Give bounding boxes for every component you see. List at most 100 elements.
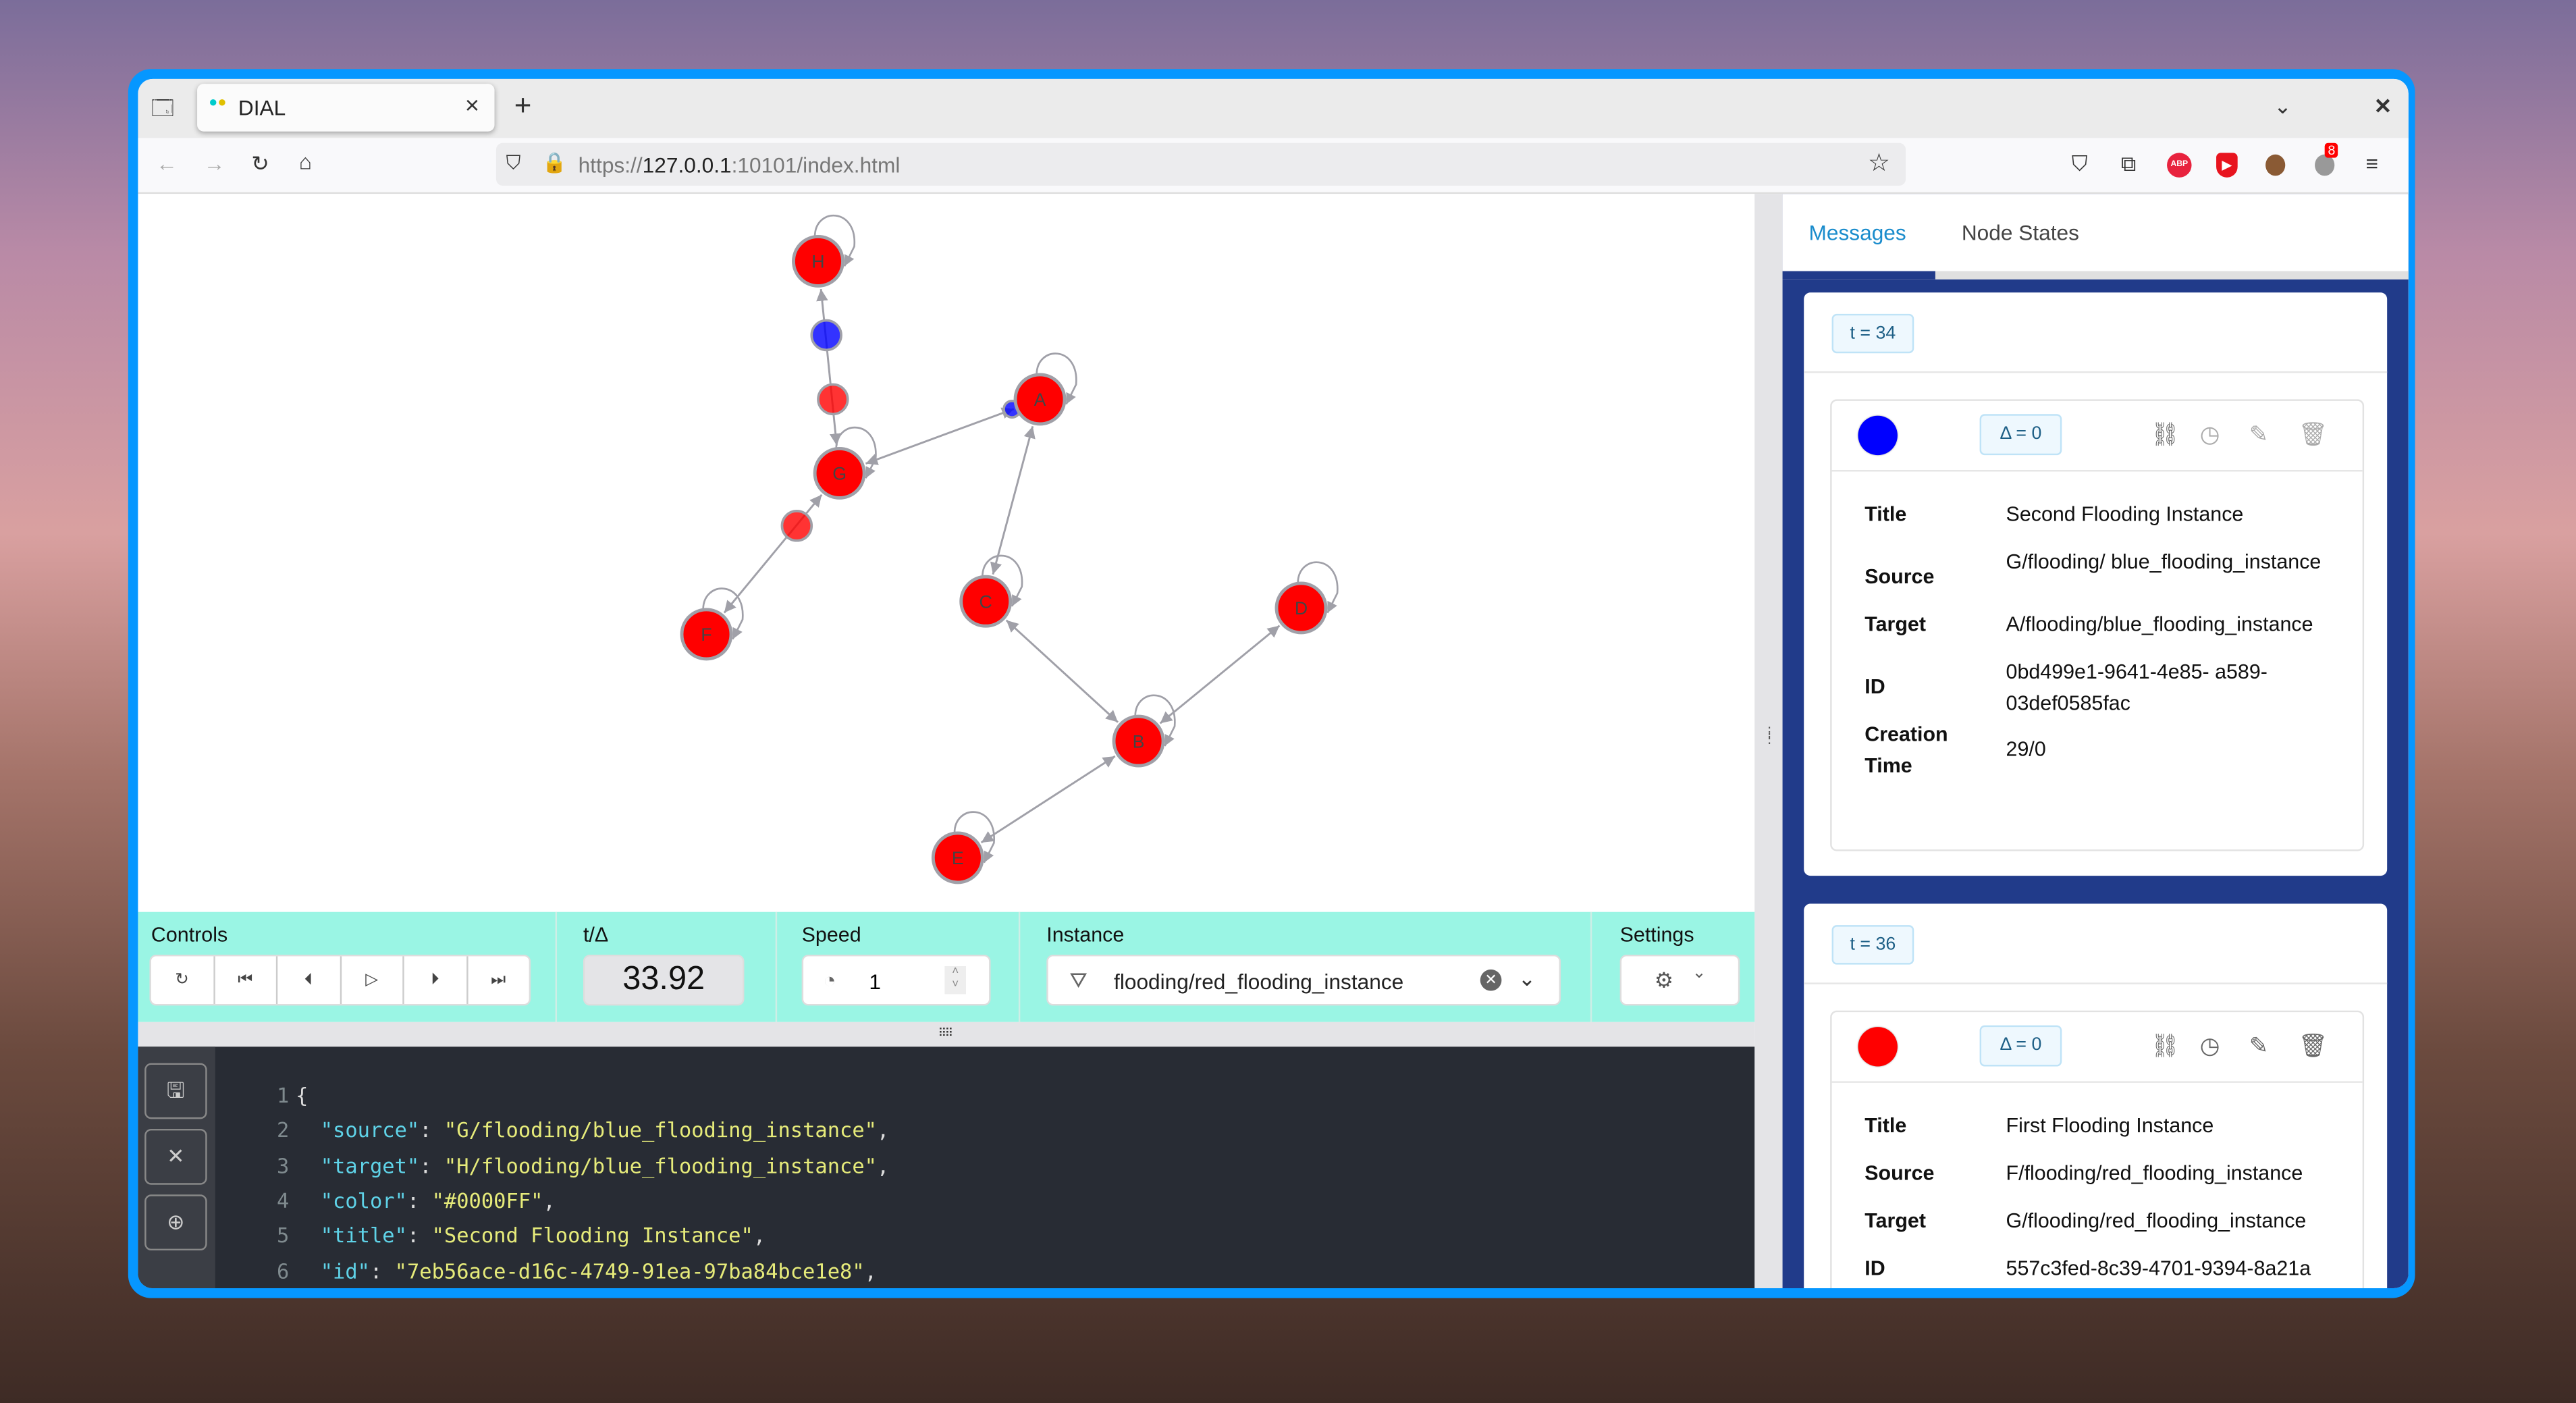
graph-node-D[interactable] (1274, 581, 1328, 635)
controls-section: Controls ↻ ⏮ ⏴ ▷ ⏵ ⏭ (138, 911, 558, 1022)
message-card[interactable]: Δ = 0 ⛓ ◷ ✎ 🗑 Title First Flooding Instance Sou… (1830, 1010, 2365, 1289)
code-line[interactable]: 3 "target": "H/flooding/blue_flooding_in… (266, 1153, 889, 1177)
menu-icon[interactable]: ≡ (2365, 151, 2379, 176)
forward-icon[interactable]: → (203, 151, 225, 176)
speed-input[interactable]: ◔ 1 ˄ ˅ (801, 954, 991, 1006)
field-value: G/flooding/ blue_flooding_instance (2006, 550, 2322, 574)
add-button[interactable]: ⊕ (144, 1194, 207, 1251)
line-number: 5 (277, 1223, 290, 1248)
binoculars-icon[interactable]: ⛓ (2150, 1032, 2180, 1059)
tab-messages[interactable]: Messages (1808, 220, 1906, 245)
network-graph[interactable]: H G A C F D B E (138, 194, 1755, 912)
field-value: Second Flooding Instance (2006, 502, 2244, 526)
extension-badge-icon[interactable] (2315, 154, 2335, 176)
cookie-icon[interactable] (2265, 154, 2286, 176)
field-value: G/flooding/red_flooding_instance (2006, 1209, 2307, 1233)
adblock-icon[interactable]: ABP (2167, 153, 2192, 178)
message-group-card: t = 34 Δ = 0 ⛓ ◷ ✎ 🗑 Title Second Flooding Inst… (1804, 292, 2388, 876)
field-value: First Flooding Instance (2006, 1114, 2214, 1138)
divider (1831, 1081, 2363, 1083)
code-line[interactable]: 6 "id": "7eb56ace-d16c-4749-91ea-97ba84b… (266, 1258, 877, 1283)
playback-button-group: ↻ ⏮ ⏴ ▷ ⏵ ⏭ (149, 954, 531, 1006)
reload-icon[interactable]: ↻ (251, 151, 269, 176)
edge-G-F (723, 494, 823, 614)
new-tab-button[interactable]: + (514, 88, 532, 122)
tab-close-icon[interactable]: × (464, 92, 480, 120)
line-number: 4 (277, 1188, 290, 1213)
node-label: H (811, 252, 824, 272)
tab-strip: 🗔 ●● DIAL × + ⌄ ✕ (138, 78, 2409, 138)
home-icon[interactable]: ⌂ (298, 149, 313, 174)
instance-label: Instance (1046, 923, 1125, 947)
drag-handle-icon[interactable]: ⠿⠿ (938, 1028, 954, 1040)
extensions-icon[interactable]: ⧉ (2120, 151, 2137, 176)
pencil-icon[interactable]: ✎ (2249, 1032, 2269, 1059)
controls-label: Controls (151, 923, 228, 947)
graph-node-F[interactable] (680, 608, 733, 661)
trash-icon[interactable]: 🗑 (2298, 1032, 2328, 1059)
pocket-icon[interactable]: ⛉ (2071, 151, 2088, 176)
vertical-splitter[interactable]: ⋮ ⋮ (1754, 194, 1783, 1289)
graph-canvas[interactable]: H G A C F D B E (138, 194, 1754, 912)
play-button[interactable]: ▷ (339, 956, 403, 1004)
graph-node-B[interactable] (1112, 714, 1165, 768)
code-line[interactable]: 5 "title": "Second Flooding Instance", (266, 1223, 766, 1248)
clock-icon[interactable]: ◷ (2199, 1032, 2220, 1059)
field-value: 557c3fed-8c39-4701-9394-8a21a (2006, 1256, 2311, 1280)
edge-B-E (980, 755, 1116, 844)
graph-node-C[interactable] (959, 575, 1013, 628)
browser-window: 🗔 ●● DIAL × + ⌄ ✕ ← → ↻ ⌂ ⛉ 🔒 https://12… (128, 69, 2415, 1298)
edge-B-D (1159, 625, 1281, 724)
url-text[interactable]: https://127.0.0.1:10101/index.html (579, 153, 901, 178)
horizontal-splitter[interactable]: ⠿⠿ (138, 1022, 1755, 1047)
field-value: F/flooding/red_flooding_instance (2006, 1161, 2303, 1185)
lock-icon[interactable]: 🔒 (542, 151, 567, 174)
json-editor[interactable]: 🖫 ✕ ⊕ 1{ 2 "source": "G/flooding/blue_flo… (138, 1047, 1755, 1289)
code-line[interactable]: 1{ (266, 1083, 308, 1108)
extension-count-badge: 8 (2324, 142, 2339, 158)
browser-tab[interactable]: ●● DIAL × (197, 84, 495, 132)
shield-icon[interactable]: ⛉ (506, 151, 521, 174)
graph-node-E[interactable] (931, 831, 984, 884)
tab-list-icon[interactable]: 🗔 (151, 95, 175, 120)
line-number: 1 (277, 1082, 290, 1108)
field-label: Title (1864, 502, 1907, 526)
clock-icon[interactable]: ◷ (2199, 421, 2220, 447)
settings-button[interactable]: ⚙ ⌄ (1619, 954, 1740, 1006)
drag-handle-icon[interactable]: ⋮ ⋮ (1763, 724, 1776, 746)
shield-play-icon[interactable]: ▶ (2216, 153, 2238, 178)
step-forward-button[interactable]: ⏵ (402, 956, 466, 1004)
save-button[interactable]: 🖫 (144, 1063, 207, 1119)
instance-select[interactable]: ⛛ flooding/red_flooding_instance ✕ ⌄ (1046, 954, 1561, 1006)
tab-node-states[interactable]: Node States (1961, 220, 2079, 245)
node-label: G (832, 464, 847, 484)
graph-node-H[interactable] (792, 235, 844, 288)
clear-icon[interactable]: ✕ (1480, 969, 1502, 991)
jump-end-button[interactable]: ⏭ (465, 956, 529, 1004)
field-label: ID (1864, 1256, 1885, 1280)
reset-button[interactable]: ↻ (151, 956, 213, 1004)
step-back-button[interactable]: ⏴ (275, 956, 340, 1004)
list-all-tabs-chevron-icon[interactable]: ⌄ (2274, 93, 2292, 119)
bookmark-star-icon[interactable]: ☆ (1868, 149, 1890, 178)
binoculars-icon[interactable]: ⛓ (2150, 421, 2180, 447)
close-window-icon[interactable]: ✕ (2373, 93, 2392, 119)
speed-stepper[interactable]: ˄ ˅ (944, 966, 967, 995)
edge-G-H (816, 288, 842, 446)
code-line[interactable]: 4 "color": "#0000FF", (266, 1188, 556, 1213)
chevron-down-icon[interactable]: ⌄ (1518, 966, 1536, 991)
url-scheme: https:// (578, 153, 643, 178)
trash-icon[interactable]: 🗑 (2298, 421, 2328, 447)
back-icon[interactable]: ← (156, 151, 178, 176)
message-card[interactable]: Δ = 0 ⛓ ◷ ✎ 🗑 Title Second Flooding Instance So… (1830, 399, 2365, 851)
url-bar[interactable]: ⛉ 🔒 https://127.0.0.1:10101/index.html ☆ (495, 142, 1906, 186)
graph-node-G[interactable] (813, 446, 866, 500)
close-icon: ✕ (167, 1143, 185, 1169)
discard-button[interactable]: ✕ (144, 1128, 207, 1185)
graph-node-A[interactable] (1013, 373, 1067, 426)
jump-start-button[interactable]: ⏮ (213, 956, 276, 1004)
code-line[interactable]: 2 "source": "G/flooding/blue_flooding_in… (266, 1118, 889, 1143)
json-value: "Second Flooding Instance" (431, 1223, 753, 1248)
pencil-icon[interactable]: ✎ (2249, 421, 2269, 447)
